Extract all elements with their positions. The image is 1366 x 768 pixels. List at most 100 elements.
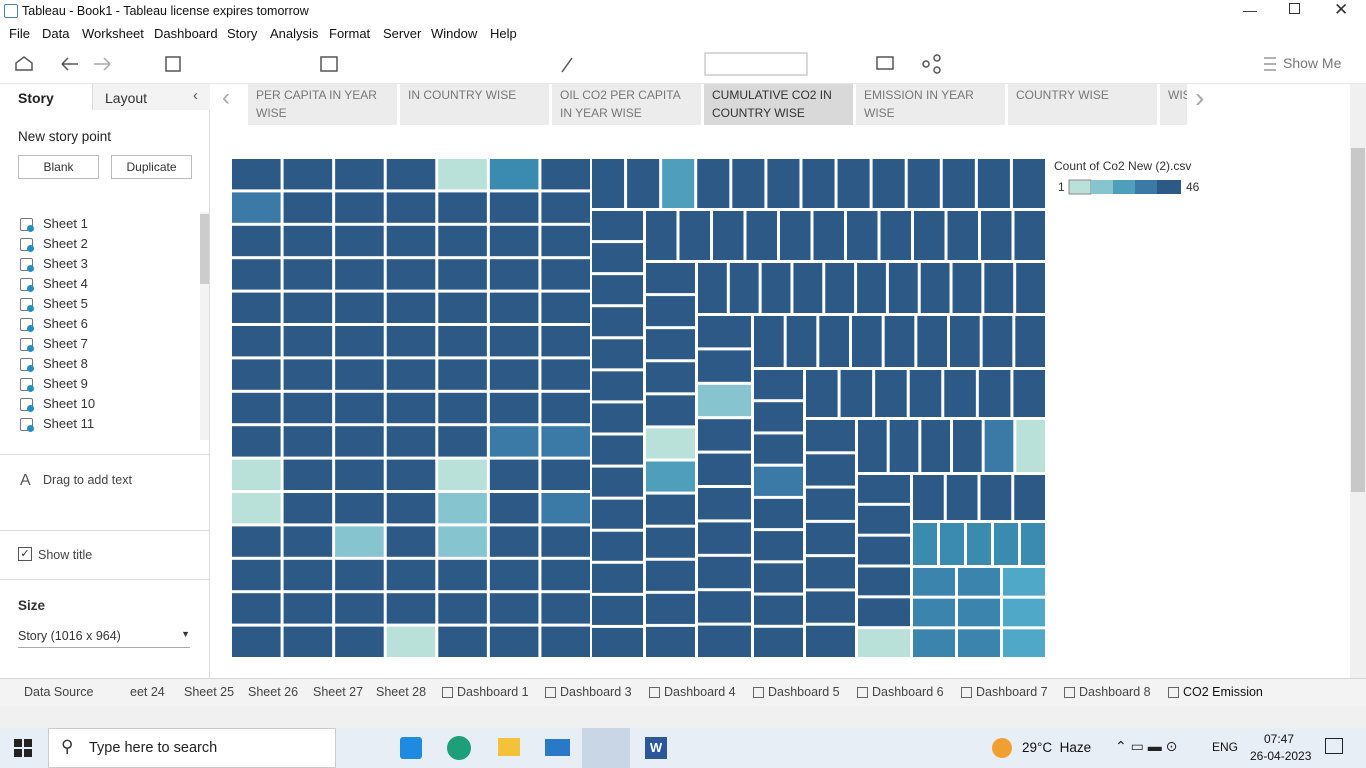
treemap-cell[interactable] [977, 159, 1010, 208]
story-tab[interactable]: Story [18, 90, 54, 106]
treemap-cell[interactable] [386, 392, 436, 424]
treemap-cell[interactable] [386, 626, 436, 657]
treemap-cell[interactable] [541, 593, 590, 624]
treemap-cell[interactable] [283, 526, 333, 557]
treemap-cell[interactable] [232, 559, 281, 591]
size-dropdown[interactable]: Story (1016 x 964) ▼ [18, 629, 190, 648]
treemap-cell[interactable] [541, 459, 590, 490]
treemap-cell[interactable] [858, 536, 910, 565]
fit-dropdown[interactable] [704, 52, 808, 76]
treemap-cell[interactable] [967, 523, 991, 565]
treemap-cell[interactable] [813, 211, 845, 260]
treemap-cell[interactable] [489, 526, 539, 557]
treemap-cell[interactable] [232, 626, 281, 657]
treemap-cell[interactable] [909, 370, 942, 417]
treemap-cell[interactable] [793, 263, 823, 313]
treemap-cell[interactable] [947, 211, 979, 260]
treemap-cell[interactable] [592, 467, 643, 497]
treemap-cell[interactable] [489, 459, 539, 490]
menu-item[interactable]: Help [490, 26, 517, 41]
treemap-cell[interactable] [662, 159, 695, 208]
treemap-cell[interactable] [858, 475, 910, 503]
treemap-cell[interactable] [438, 493, 487, 524]
treemap-cell[interactable] [438, 593, 487, 624]
next-arrow[interactable]: › [1195, 82, 1205, 113]
treemap-cell[interactable] [982, 316, 1013, 367]
treemap-cell[interactable] [335, 392, 384, 424]
treemap-cell[interactable] [819, 316, 849, 367]
story-point[interactable]: COUNTRY WISE [1008, 84, 1157, 125]
drag-text[interactable]: Drag to add text [43, 473, 132, 487]
sheet-tab[interactable]: Data Source [24, 685, 94, 699]
treemap-cell[interactable] [541, 526, 590, 557]
treemap-cell[interactable] [232, 493, 281, 524]
treemap-cell[interactable] [698, 350, 751, 382]
sheet-tab[interactable]: Sheet 26 [248, 685, 299, 699]
menu-item[interactable]: Story [227, 26, 258, 41]
treemap-cell[interactable] [978, 370, 1011, 417]
treemap-cell[interactable] [386, 459, 436, 490]
treemap-cell[interactable] [646, 461, 695, 492]
treemap-cell[interactable] [541, 259, 590, 290]
treemap-cell[interactable] [438, 225, 487, 257]
treemap-cell[interactable] [1016, 263, 1045, 313]
treemap-cell[interactable] [283, 392, 333, 424]
treemap-cell[interactable] [592, 275, 643, 305]
treemap-cell[interactable] [541, 493, 590, 524]
treemap-cell[interactable] [958, 629, 1000, 657]
treemap-cell[interactable] [913, 629, 955, 657]
sheet-item[interactable]: Sheet 10 [43, 396, 96, 411]
treemap-cell[interactable] [386, 192, 436, 223]
treemap-cell[interactable] [283, 426, 333, 457]
treemap-cell[interactable] [1003, 598, 1045, 627]
treemap-cell[interactable] [767, 159, 800, 208]
treemap-cell[interactable] [489, 426, 539, 457]
treemap-cell[interactable] [698, 316, 751, 348]
treemap-cell[interactable] [438, 159, 487, 190]
treemap-cell[interactable] [592, 403, 643, 433]
treemap-cell[interactable] [627, 159, 660, 208]
treemap-cell[interactable] [489, 326, 539, 357]
treemap-cell[interactable] [921, 420, 950, 472]
treemap-cell[interactable] [386, 559, 436, 591]
treemap-cell[interactable] [944, 370, 976, 417]
treemap-cell[interactable] [489, 192, 539, 223]
treemap-cell[interactable] [646, 362, 695, 393]
treemap-cell[interactable] [232, 192, 281, 223]
presentation-icon[interactable] [876, 56, 894, 70]
treemap-cell[interactable] [386, 326, 436, 357]
treemap-cell[interactable] [646, 211, 677, 260]
treemap-cell[interactable] [489, 559, 539, 591]
treemap-cell[interactable] [438, 292, 487, 323]
treemap-cell[interactable] [592, 159, 625, 208]
treemap-cell[interactable] [946, 475, 978, 520]
treemap-cell[interactable] [646, 494, 695, 525]
treemap-cell[interactable] [283, 559, 333, 591]
treemap-cell[interactable] [806, 522, 855, 555]
sheet-tab[interactable]: Dashboard 7 [976, 685, 1048, 699]
treemap-cell[interactable] [541, 225, 590, 257]
treemap-cell[interactable] [754, 627, 803, 657]
show-me[interactable]: Show Me [1283, 55, 1342, 71]
treemap-cell[interactable] [541, 326, 590, 357]
treemap-cell[interactable] [541, 392, 590, 424]
treemap-cell[interactable] [732, 159, 765, 208]
treemap-cell[interactable] [438, 392, 487, 424]
treemap-cell[interactable] [958, 598, 1000, 627]
treemap-cell[interactable] [283, 626, 333, 657]
treemap-cell[interactable] [806, 591, 855, 623]
treemap-cell[interactable] [541, 559, 590, 591]
treemap-cell[interactable] [335, 225, 384, 257]
sheet-tab[interactable]: Sheet 27 [313, 685, 364, 699]
treemap-cell[interactable] [907, 159, 940, 208]
treemap-cell[interactable] [698, 522, 751, 554]
treemap-cell[interactable] [646, 593, 695, 624]
treemap-cell[interactable] [746, 211, 778, 260]
save-icon[interactable] [165, 56, 181, 72]
treemap-cell[interactable] [386, 292, 436, 323]
treemap-cell[interactable] [232, 359, 281, 390]
treemap-cell[interactable] [646, 296, 695, 327]
treemap-cell[interactable] [438, 192, 487, 223]
mail-icon[interactable] [545, 739, 570, 756]
treemap-cell[interactable] [283, 192, 333, 223]
